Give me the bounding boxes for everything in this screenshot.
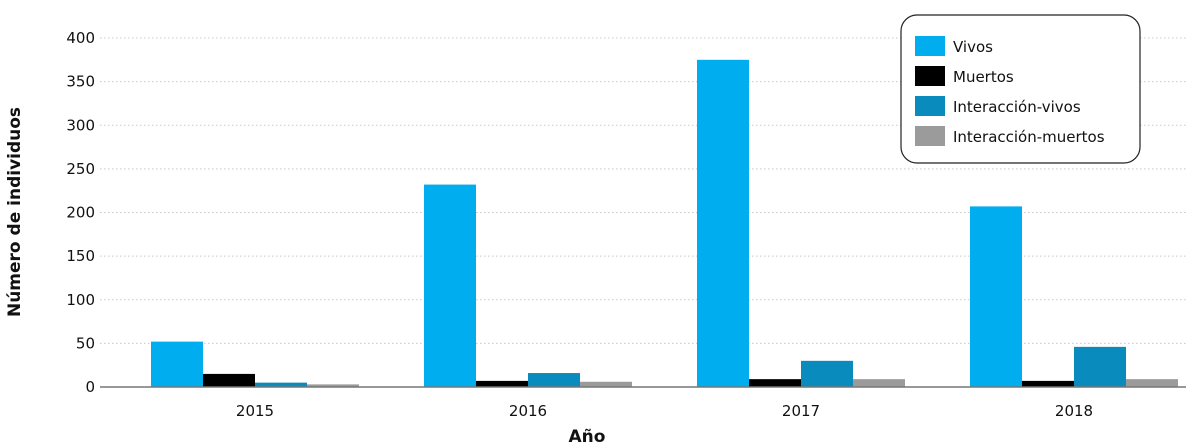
bar-interacci-n-muertos-2015 — [307, 384, 359, 387]
x-axis-ticks: 2015 2016 2017 2018 — [236, 402, 1093, 420]
legend-label: Muertos — [953, 68, 1014, 86]
legend-label: Interacción-vivos — [953, 98, 1081, 116]
bar-muertos-2015 — [203, 373, 255, 387]
y-tick-label: 350 — [66, 73, 95, 91]
bar-interacci-n-vivos-2015 — [255, 382, 307, 387]
bar-interacci-n-muertos-2016 — [580, 381, 632, 387]
y-tick-label: 300 — [66, 116, 95, 134]
legend-swatch — [915, 36, 945, 56]
bar-muertos-2018 — [1022, 380, 1074, 387]
bar-interacci-n-muertos-2018 — [1126, 379, 1178, 387]
bar-interacci-n-muertos-2017 — [853, 379, 905, 387]
y-axis-ticks: 0 50 100 150 200 250 300 350 400 — [66, 29, 95, 396]
bar-interacci-n-vivos-2017 — [801, 360, 853, 387]
bar-vivos-2017 — [697, 59, 749, 387]
legend-box — [900, 14, 1141, 164]
y-tick-label: 50 — [76, 334, 95, 352]
bar-interacci-n-vivos-2016 — [528, 373, 580, 387]
y-axis-title: Número de individuos — [5, 107, 25, 317]
x-tick-label: 2018 — [1055, 402, 1093, 420]
legend-swatch — [915, 96, 945, 116]
legend-label: Interacción-muertos — [953, 128, 1105, 146]
y-tick-label: 250 — [66, 160, 95, 178]
x-axis-title: Año — [569, 427, 606, 447]
bars — [151, 59, 1178, 387]
y-tick-label: 150 — [66, 247, 95, 265]
y-tick-label: 100 — [66, 291, 95, 309]
legend-label: Vivos — [953, 38, 993, 56]
y-tick-label: 400 — [66, 29, 95, 47]
bar-vivos-2015 — [151, 341, 203, 387]
legend-swatch — [915, 66, 945, 86]
bar-interacci-n-vivos-2018 — [1074, 346, 1126, 387]
bar-muertos-2017 — [749, 379, 801, 387]
y-tick-label: 0 — [85, 378, 95, 396]
bar-muertos-2016 — [476, 380, 528, 387]
x-tick-label: 2015 — [236, 402, 274, 420]
bar-vivos-2016 — [424, 184, 476, 387]
legend-swatch — [915, 126, 945, 146]
x-tick-label: 2017 — [782, 402, 820, 420]
y-tick-label: 200 — [66, 204, 95, 222]
bar-vivos-2018 — [970, 206, 1022, 387]
x-tick-label: 2016 — [509, 402, 547, 420]
legend: Vivos Muertos Interacción-vivos Interacción… — [900, 14, 1141, 164]
